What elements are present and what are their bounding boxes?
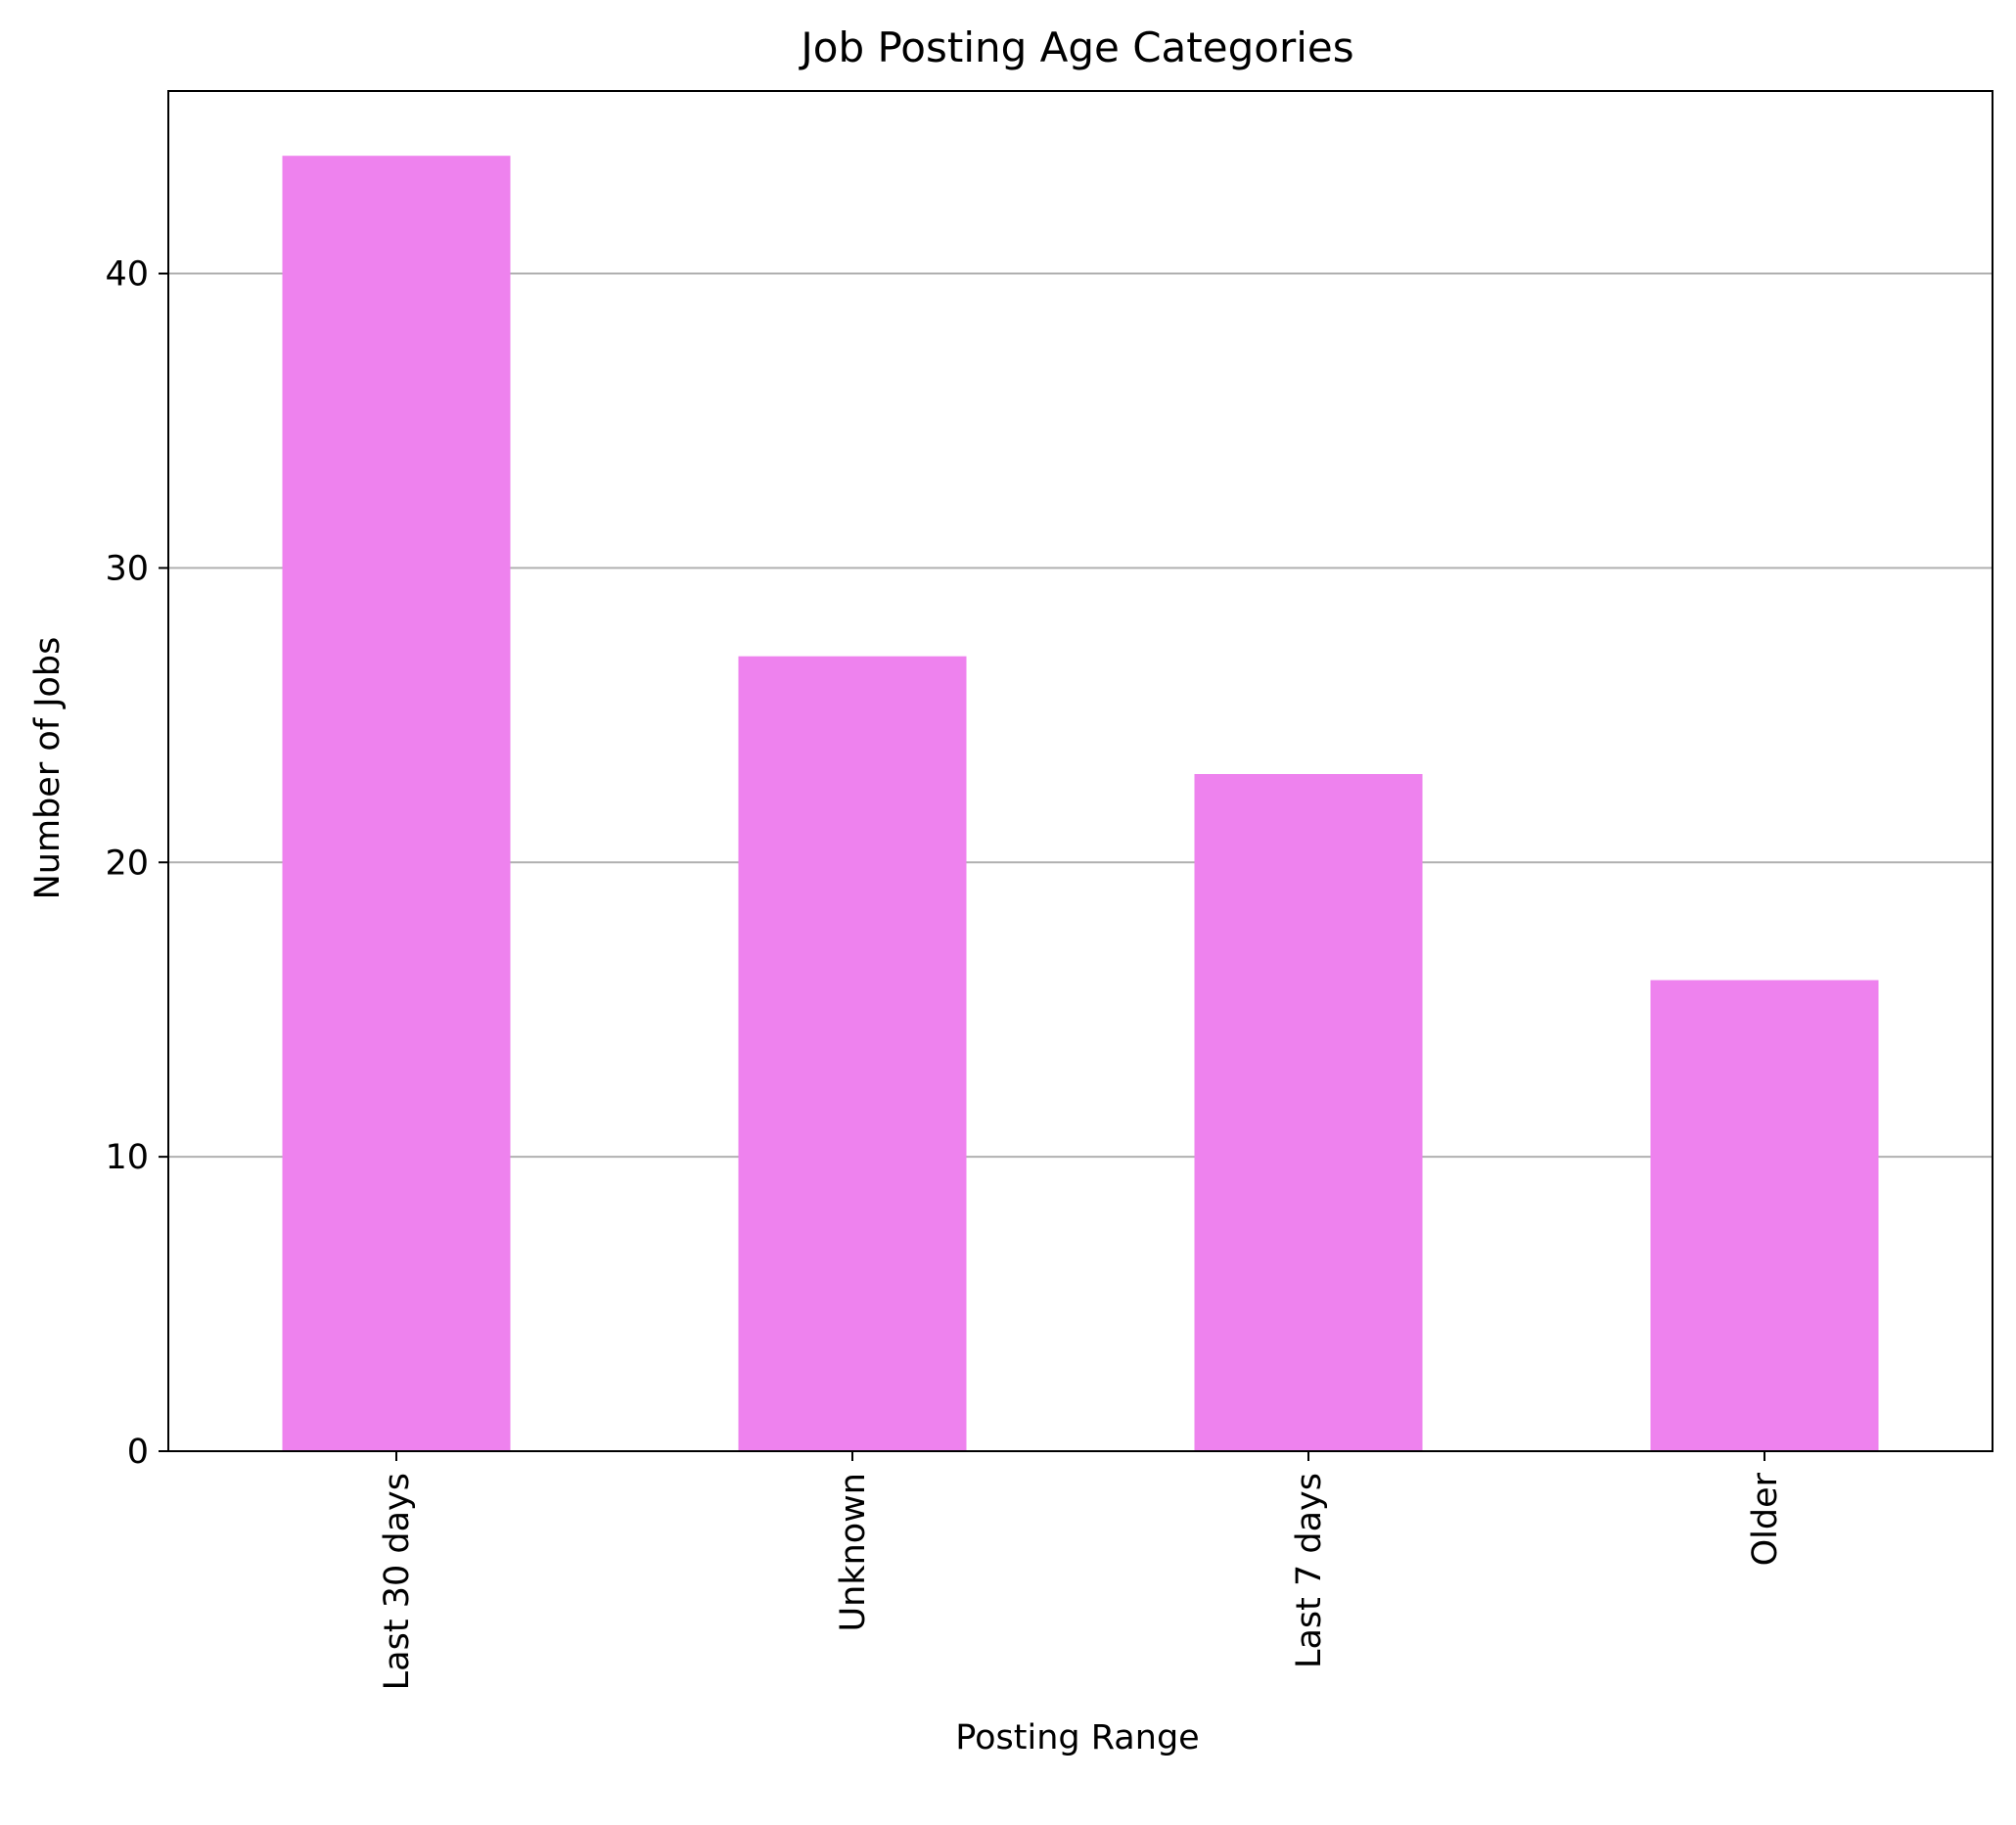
bar [1650,980,1879,1451]
y-axis-ticks: 0 10 20 30 40 [105,255,168,1472]
plot-frame [167,90,1993,1452]
y-axis-label: Number of Jobs [28,637,68,900]
x-tick-label: Last 7 days [1290,1473,1329,1668]
y-tick-label: 20 [105,844,149,883]
y-tick-label: 40 [105,255,149,295]
bars [282,156,1879,1452]
bar [738,656,967,1451]
y-tick-label: 10 [105,1138,149,1177]
y-tick-label: 30 [105,549,149,588]
y-tick-label: 0 [127,1433,149,1472]
x-tick-label: Last 30 days [378,1473,417,1690]
x-axis-label: Posting Range [955,1718,1199,1757]
bar [1194,774,1423,1451]
x-tick-label: Unknown [834,1473,873,1631]
chart-title: Job Posting Age Categories [798,23,1353,71]
x-axis-ticks: Last 30 days Unknown Last 7 days Older [378,1451,1785,1690]
bar [282,156,511,1452]
x-tick-label: Older [1746,1472,1785,1566]
